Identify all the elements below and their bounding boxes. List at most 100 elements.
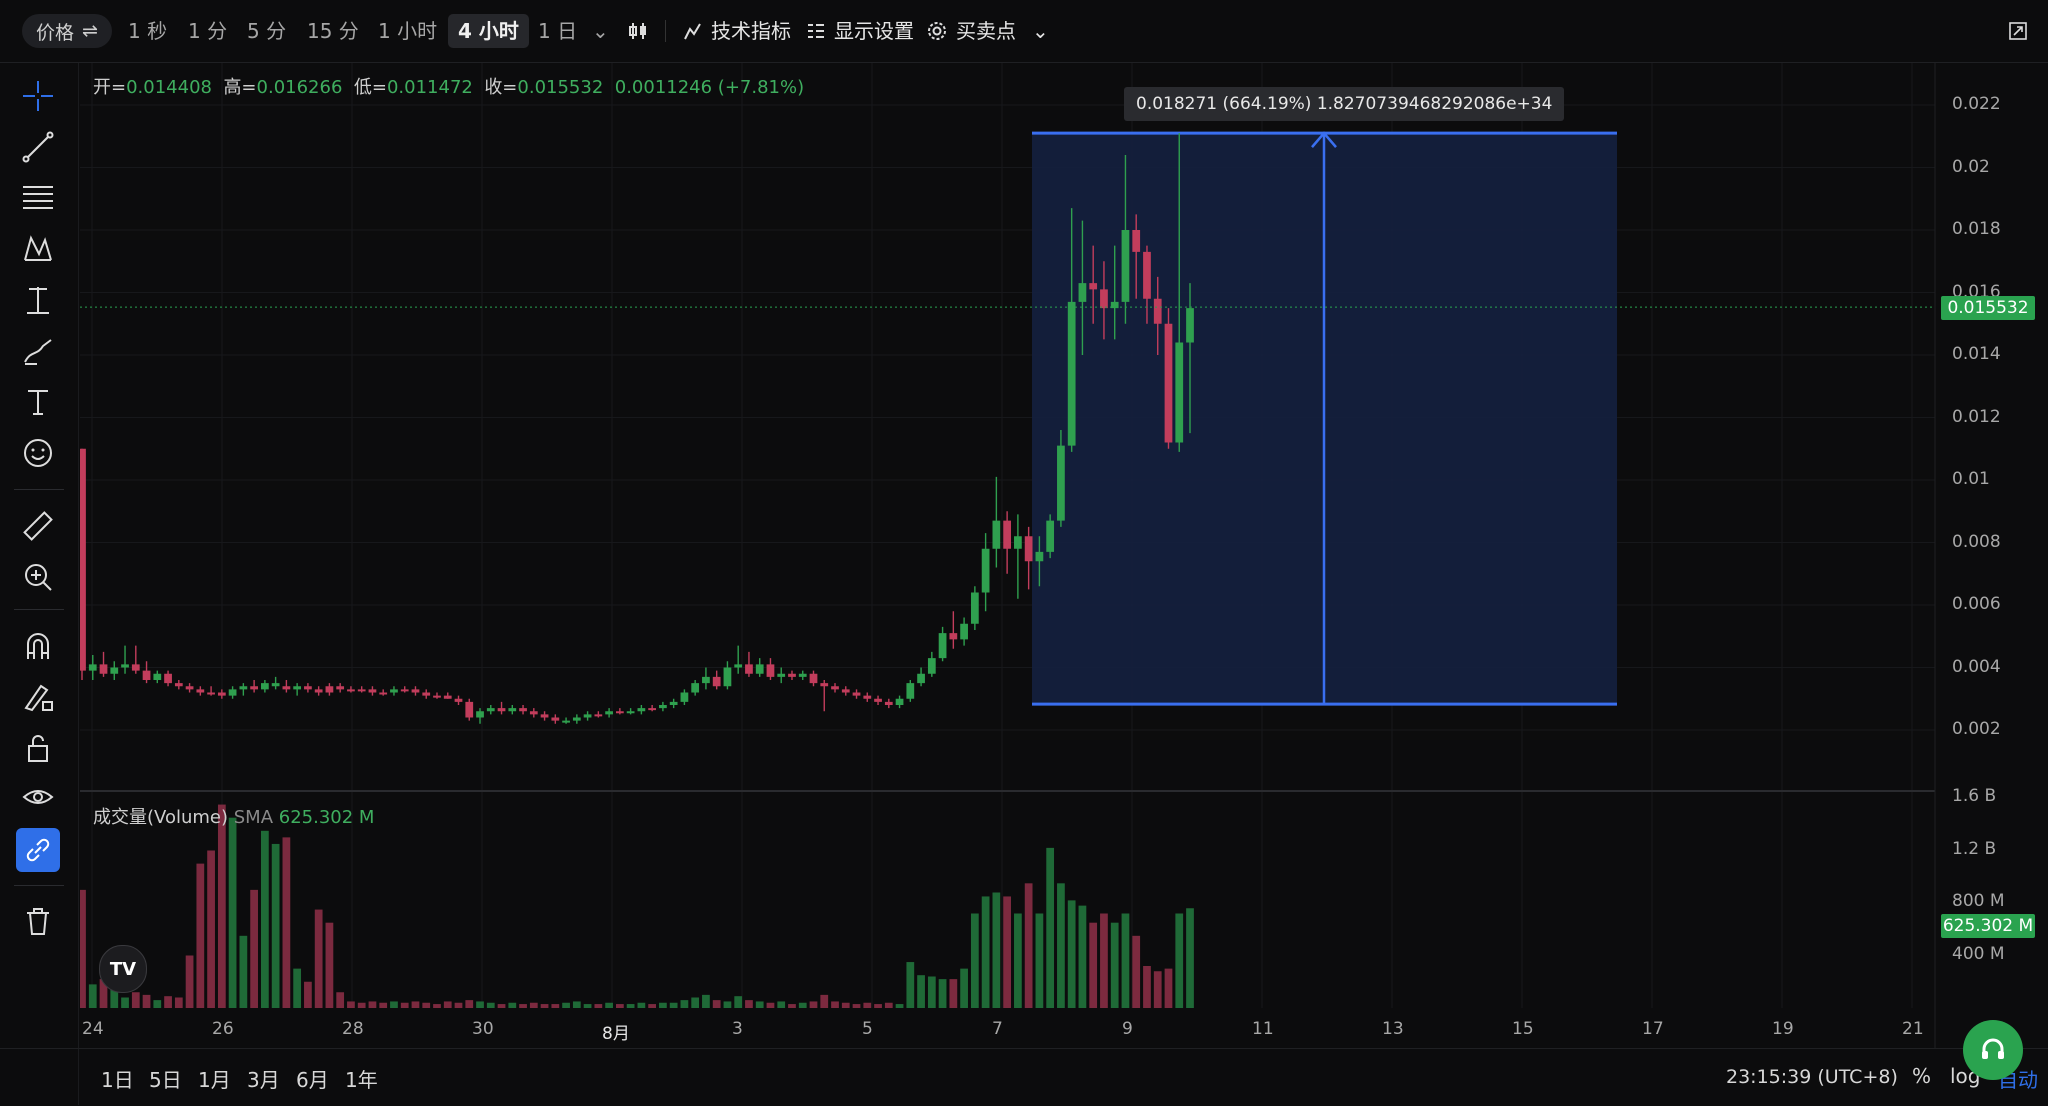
volume-bar <box>723 1001 732 1008</box>
volume-bar <box>174 997 183 1008</box>
candle-body <box>723 667 732 687</box>
time-axis-label: 30 <box>472 1019 494 1039</box>
volume-name: 成交量(Volume) <box>93 807 228 828</box>
timeframe-1d[interactable]: 1 日 <box>538 19 578 43</box>
change-value: 0.0011246 (+7.81%) <box>614 77 805 98</box>
candle-body <box>1121 230 1130 302</box>
price-chart[interactable] <box>80 63 1940 1048</box>
trade-points-button[interactable]: 买卖点 <box>926 14 1016 48</box>
timeframe-4h[interactable]: 4 小时 <box>448 14 529 48</box>
volume-bar <box>734 996 743 1008</box>
magnet-icon[interactable] <box>16 624 60 668</box>
visibility-icon[interactable] <box>16 777 60 821</box>
timeframe-1s[interactable]: 1 秒 <box>128 19 168 43</box>
volume-bar <box>196 863 205 1008</box>
candle-body <box>1110 301 1119 309</box>
zoom-in-icon[interactable] <box>16 555 60 599</box>
indicators-button[interactable]: 技术指标 <box>683 14 791 48</box>
pattern-icon[interactable] <box>16 227 60 271</box>
volume-bar <box>788 1004 796 1008</box>
tradingview-logo[interactable]: TV <box>99 945 147 993</box>
candle-body <box>271 683 280 687</box>
chevron-down-icon[interactable]: ⌄ <box>592 19 609 43</box>
trash-icon[interactable] <box>16 899 60 943</box>
link-icon[interactable] <box>16 828 60 872</box>
indicators-label: 技术指标 <box>711 19 791 43</box>
volume-bar <box>970 913 979 1008</box>
time-axis-label: 9 <box>1122 1019 1133 1039</box>
unlock-icon[interactable] <box>16 726 60 770</box>
projection-icon[interactable] <box>16 278 60 322</box>
volume-bar <box>712 1000 721 1008</box>
timeframe-15m[interactable]: 15 分 <box>307 19 359 43</box>
candle-body <box>1078 283 1087 302</box>
range-5d[interactable]: 5日 <box>149 1068 182 1092</box>
current-price-tag: 0.015532 <box>1941 296 2035 320</box>
candle-body <box>1089 283 1098 290</box>
emoji-icon[interactable] <box>16 431 60 475</box>
volume-bar <box>368 1001 377 1008</box>
volume-bar <box>142 994 151 1008</box>
support-fab[interactable] <box>1963 1020 2023 1080</box>
candle-body <box>626 711 635 714</box>
candle-body <box>121 664 129 668</box>
trend-line-icon[interactable] <box>16 125 60 169</box>
volume-bar <box>615 1004 624 1008</box>
candle-body <box>766 664 775 677</box>
chevron-down-icon[interactable]: ⌄ <box>1032 19 1049 43</box>
time-axis-label: 15 <box>1512 1019 1534 1039</box>
candle-body <box>529 711 538 715</box>
price-axis-label: 0.014 <box>1952 344 2001 364</box>
percent-scale-button[interactable]: % <box>1912 1064 1932 1088</box>
timeframe-5m[interactable]: 5 分 <box>247 19 287 43</box>
range-1d[interactable]: 1日 <box>101 1068 134 1092</box>
brush-icon[interactable] <box>16 329 60 373</box>
timeframe-1m[interactable]: 1 分 <box>188 19 228 43</box>
range-6m[interactable]: 6月 <box>296 1068 329 1092</box>
candle-body <box>196 689 205 693</box>
display-settings-button[interactable]: 显示设置 <box>806 14 914 48</box>
time-axis-label: 7 <box>992 1019 1003 1039</box>
volume-bar <box>798 1002 807 1008</box>
volume-bar <box>1046 847 1055 1008</box>
toolbar-divider <box>14 609 64 610</box>
volume-bar <box>454 1002 463 1008</box>
fib-levels-icon[interactable] <box>16 176 60 220</box>
time-axis-label: 5 <box>862 1019 873 1039</box>
volume-bar <box>1143 966 1151 1008</box>
volume-bar <box>121 997 129 1008</box>
candle-body <box>443 695 452 699</box>
crosshair-icon[interactable] <box>16 74 60 118</box>
volume-bar <box>938 979 947 1008</box>
candle-body <box>400 689 409 692</box>
range-3m[interactable]: 3月 <box>247 1068 280 1092</box>
volume-bar <box>336 992 345 1008</box>
candle-body <box>917 673 925 684</box>
price-toggle-pill[interactable]: 价格 ⇌ <box>22 14 112 48</box>
gear-icon <box>928 22 946 40</box>
high-value: 0.016266 <box>256 77 343 98</box>
volume-bar <box>1089 922 1098 1008</box>
range-1m[interactable]: 1月 <box>198 1068 231 1092</box>
timeframe-1h[interactable]: 1 小时 <box>378 19 438 43</box>
candle-body <box>293 686 302 690</box>
range-1y[interactable]: 1年 <box>345 1068 378 1092</box>
volume-bar <box>304 981 312 1008</box>
candle-body <box>1014 536 1022 549</box>
volume-bar <box>895 1004 904 1008</box>
lock-drawing-icon[interactable] <box>16 675 60 719</box>
candle-body <box>465 701 474 718</box>
time-axis-label: 3 <box>732 1019 743 1039</box>
candle-body <box>217 692 226 696</box>
ruler-icon[interactable] <box>16 504 60 548</box>
volume-bar <box>1003 896 1011 1008</box>
volume-bar <box>110 988 119 1008</box>
volume-bar <box>777 1001 786 1008</box>
fullscreen-icon[interactable] <box>2008 14 2028 48</box>
candle-style-button[interactable] <box>627 14 649 48</box>
drawing-toolbar <box>0 63 79 1105</box>
volume-bar <box>131 992 140 1008</box>
candle-body <box>680 692 689 702</box>
price-axis-label: 0.008 <box>1952 531 2001 552</box>
text-icon[interactable] <box>16 380 60 424</box>
